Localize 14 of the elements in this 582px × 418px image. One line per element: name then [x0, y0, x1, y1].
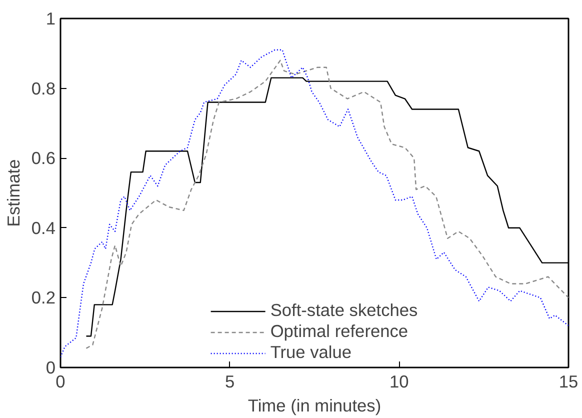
x-tick-label: 5 [225, 372, 235, 392]
y-tick-label: 0.4 [31, 218, 56, 238]
y-axis-title: Estimate [3, 159, 24, 227]
y-tick-label: 0.2 [31, 288, 56, 308]
y-tick-label: 1 [46, 8, 56, 28]
x-tick-label: 15 [558, 372, 578, 392]
legend-label: Optimal reference [270, 321, 408, 342]
legend-label: Soft-state sketches [270, 300, 418, 321]
y-tick-label: 0.8 [31, 78, 56, 98]
legend-label: True value [270, 342, 352, 363]
x-tick-label: 10 [390, 372, 409, 392]
y-tick-label: 0 [46, 358, 56, 378]
y-tick-label: 0.6 [31, 148, 56, 168]
x-axis-title: Time (in minutes) [248, 396, 382, 416]
